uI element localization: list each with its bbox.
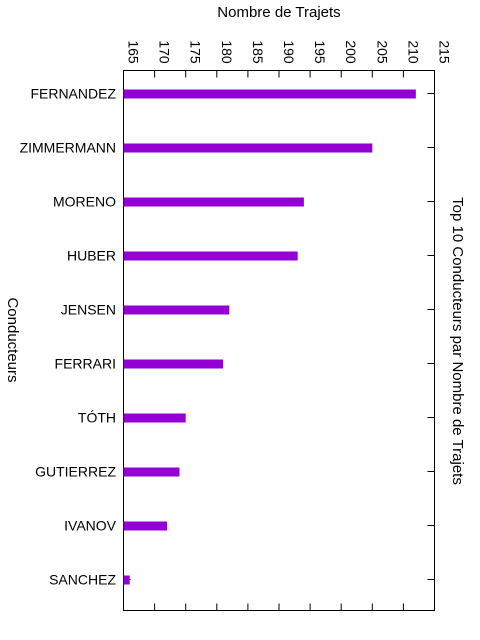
category-label: HUBER <box>67 248 116 264</box>
bar <box>123 305 230 315</box>
category-label: IVANOV <box>64 518 117 534</box>
x-tick-label: 210 <box>405 40 421 64</box>
chart-title: Top 10 Conducteurs par Nombre de Trajets <box>449 197 466 485</box>
bar <box>123 359 224 369</box>
bar <box>123 521 168 531</box>
bar <box>123 197 304 207</box>
category-label: MORENO <box>53 194 116 210</box>
bar <box>123 413 186 423</box>
x-tick-label: 175 <box>188 40 204 64</box>
x-axis-ticks: 165 170 175 180 185 190 195 200 205 210 215 <box>123 40 453 611</box>
x-tick-label: 190 <box>281 40 297 64</box>
category-label: FERNANDEZ <box>30 86 116 102</box>
x-tick-label: 165 <box>126 40 142 64</box>
bar <box>123 575 130 585</box>
bar <box>123 89 416 99</box>
category-label: ZIMMERMANN <box>20 140 116 156</box>
x-tick-label: 215 <box>437 40 453 64</box>
bars <box>123 89 416 585</box>
category-label: SANCHEZ <box>49 572 116 588</box>
category-label: FERRARI <box>55 356 116 372</box>
x-tick-label: 170 <box>157 40 173 64</box>
category-label: TÓTH <box>78 410 116 426</box>
category-labels: FERNANDEZ ZIMMERMANN MORENO HUBER JENSEN FERR… <box>20 86 435 588</box>
y-axis-label: Conducteurs <box>4 297 21 382</box>
x-tick-label: 200 <box>343 40 359 64</box>
bar <box>123 143 373 153</box>
bar <box>123 467 180 477</box>
x-tick-label: 195 <box>312 40 328 64</box>
x-tick-label: 185 <box>250 40 266 64</box>
category-label: GUTIERREZ <box>35 464 116 480</box>
x-axis-label: Nombre de Trajets <box>217 4 340 21</box>
category-label: JENSEN <box>61 302 116 318</box>
x-tick-label: 205 <box>374 40 390 64</box>
bar <box>123 251 298 261</box>
x-tick-label: 180 <box>219 40 235 64</box>
